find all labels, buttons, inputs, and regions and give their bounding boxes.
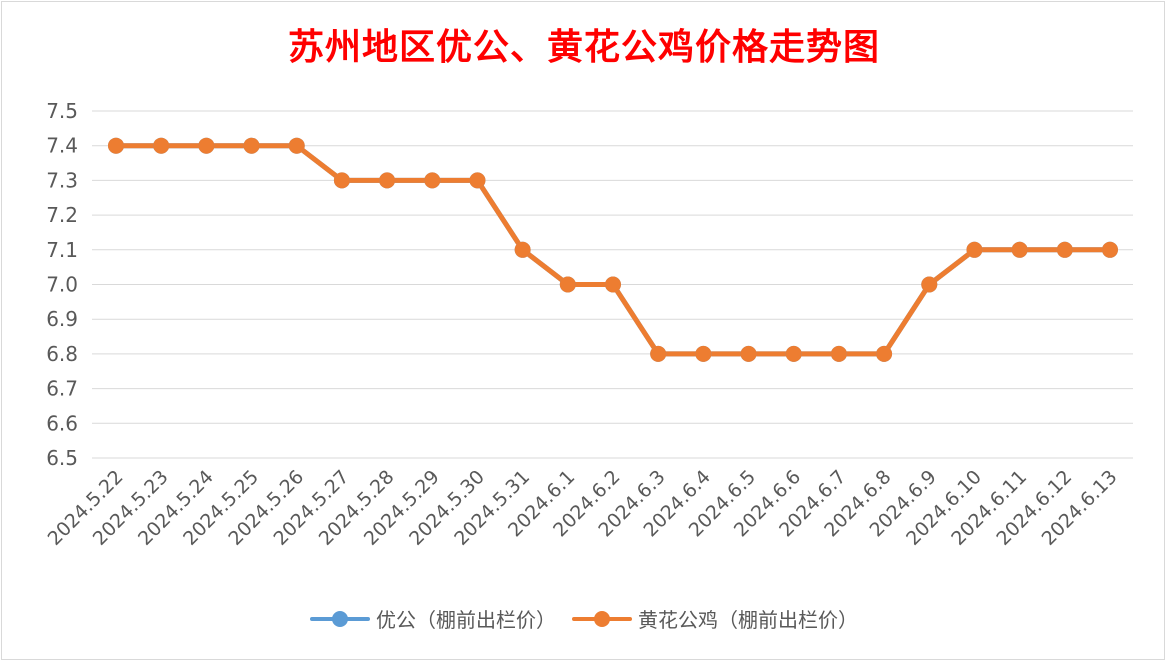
legend: 优公（棚前出栏价） 黄花公鸡（棚前出栏价）: [0, 604, 1168, 633]
data-point-series-1: [650, 345, 667, 362]
data-point-series-1: [288, 137, 305, 154]
data-point-series-1: [559, 276, 576, 293]
y-tick-label: 6.6: [46, 411, 78, 435]
y-tick-label: 7.5: [46, 99, 78, 123]
y-tick-label: 6.8: [46, 342, 78, 366]
legend-marker-icon: [594, 610, 610, 627]
data-point-series-1: [243, 137, 260, 154]
y-tick-label: 7.1: [46, 238, 78, 262]
legend-swatch-series-0: [310, 609, 370, 629]
data-point-series-1: [740, 345, 757, 362]
y-tick-label: 6.9: [46, 307, 78, 331]
data-point-series-1: [605, 276, 621, 293]
data-point-series-1: [695, 345, 712, 362]
data-point-series-1: [785, 345, 802, 362]
data-point-series-1: [153, 137, 170, 154]
data-point-series-1: [966, 241, 983, 258]
legend-label-series-1: 黄花公鸡（棚前出栏价）: [638, 608, 858, 632]
y-tick-label: 7.4: [46, 134, 78, 158]
data-point-series-1: [1056, 241, 1073, 258]
legend-item-series-0[interactable]: 优公（棚前出栏价）: [310, 604, 556, 633]
data-point-series-1: [333, 172, 350, 189]
data-point-series-1: [514, 241, 531, 258]
y-tick-label: 7.3: [46, 168, 78, 192]
data-point-series-1: [1102, 241, 1118, 258]
data-point-series-1: [1011, 241, 1028, 258]
chart-title: 苏州地区优公、黄花公鸡价格走势图: [287, 26, 880, 68]
data-point-series-1: [108, 137, 124, 154]
legend-swatch-series-1: [572, 609, 632, 629]
x-axis-tick-labels: 2024.5.222024.5.232024.5.242024.5.252024…: [44, 466, 1122, 550]
data-point-series-1: [424, 172, 441, 189]
data-point-series-1: [830, 345, 847, 362]
y-tick-label: 7.0: [46, 273, 78, 297]
legend-item-series-1[interactable]: 黄花公鸡（棚前出栏价）: [572, 604, 858, 633]
data-point-series-1: [379, 172, 396, 189]
y-axis-tick-labels: 7.5 7.4 7.3 7.2 7.1 7.0 6.9 6.8 6.7 6.6 6.5: [46, 99, 78, 470]
legend-label-series-0: 优公（棚前出栏价）: [376, 608, 556, 632]
y-tick-label: 6.5: [46, 446, 78, 470]
y-tick-label: 7.2: [46, 203, 78, 227]
legend-marker-icon: [332, 610, 348, 627]
series-points: [108, 137, 1118, 362]
data-point-series-1: [876, 345, 893, 362]
data-point-series-1: [921, 276, 938, 293]
data-point-series-1: [469, 172, 486, 189]
data-point-series-1: [198, 137, 215, 154]
y-tick-label: 6.7: [46, 377, 78, 401]
